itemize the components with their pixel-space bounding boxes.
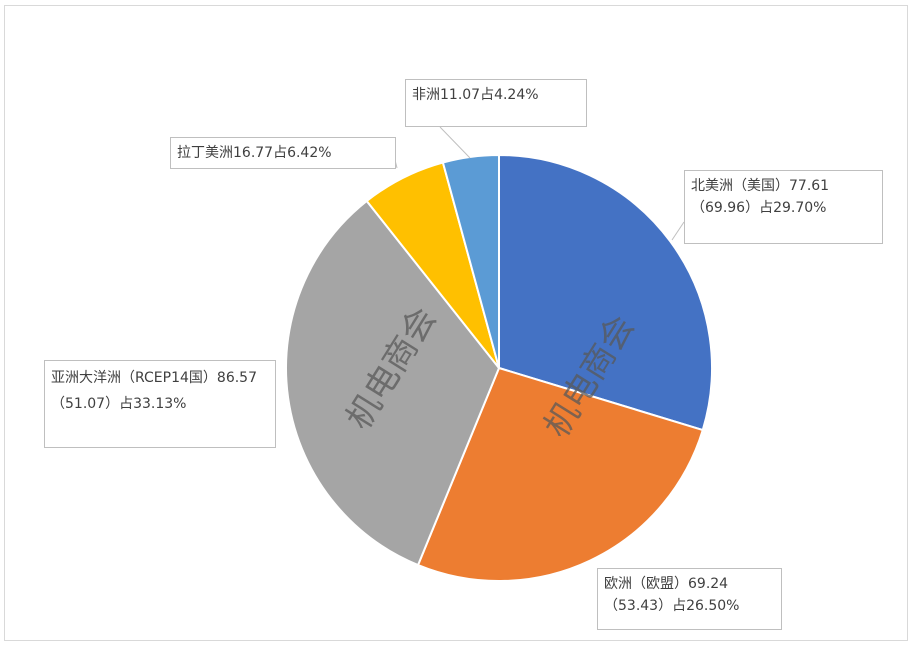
- data-label-north-america: 北美洲（美国）77.61（69.96）占29.70%: [684, 170, 883, 244]
- data-label-europe: 欧洲（欧盟）69.24（53.43）占26.50%: [597, 568, 782, 630]
- leader-line-north-america: [671, 221, 685, 241]
- leader-line-africa: [439, 126, 471, 159]
- pie-slice-north-america: [498, 153, 713, 432]
- data-label-latin-america: 拉丁美洲16.77占6.42%: [170, 137, 396, 169]
- pie-slice-europe: [416, 366, 705, 582]
- data-label-africa: 非洲11.07占4.24%: [405, 79, 587, 127]
- pie-slice-asia-oceania: [285, 199, 501, 567]
- data-label-asia-oceania: 亚洲大洋洲（RCEP14国）86.57（51.07）占33.13%: [44, 360, 276, 448]
- pie-slice-africa: [441, 153, 500, 369]
